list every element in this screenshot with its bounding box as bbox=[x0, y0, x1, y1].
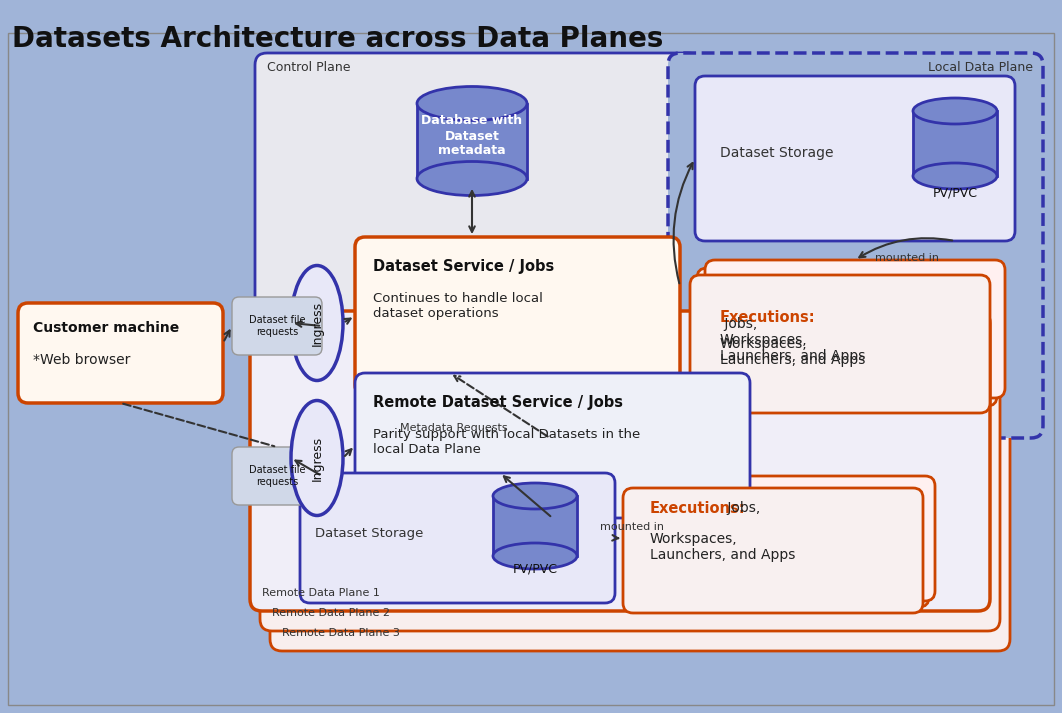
Text: Dataset Service / Jobs: Dataset Service / Jobs bbox=[373, 259, 554, 274]
FancyBboxPatch shape bbox=[493, 496, 577, 556]
FancyBboxPatch shape bbox=[299, 473, 615, 603]
Text: mounted in: mounted in bbox=[875, 253, 939, 263]
Text: Customer machine: Customer machine bbox=[33, 321, 179, 335]
Text: Parity support with local Datasets in the
local Data Plane: Parity support with local Datasets in th… bbox=[373, 428, 640, 456]
Text: Jobs,
Workspaces,
Launchers, and Apps: Jobs, Workspaces, Launchers, and Apps bbox=[720, 317, 866, 364]
FancyBboxPatch shape bbox=[417, 103, 527, 178]
Text: Database with
Dataset
metadata: Database with Dataset metadata bbox=[422, 115, 523, 158]
Ellipse shape bbox=[913, 163, 997, 189]
Text: mounted in: mounted in bbox=[600, 522, 664, 532]
Ellipse shape bbox=[417, 86, 527, 120]
Ellipse shape bbox=[291, 265, 343, 381]
FancyBboxPatch shape bbox=[355, 373, 750, 518]
FancyBboxPatch shape bbox=[232, 297, 322, 355]
Text: Control Plane: Control Plane bbox=[267, 61, 350, 74]
FancyBboxPatch shape bbox=[913, 111, 997, 176]
Text: Ingress: Ingress bbox=[310, 436, 324, 481]
Ellipse shape bbox=[417, 162, 527, 195]
FancyBboxPatch shape bbox=[629, 482, 929, 607]
Text: Local Data Plane: Local Data Plane bbox=[928, 61, 1033, 74]
Text: Jobs,: Jobs, bbox=[723, 501, 760, 515]
FancyBboxPatch shape bbox=[255, 53, 700, 438]
FancyBboxPatch shape bbox=[695, 76, 1015, 241]
Text: Ingress: Ingress bbox=[310, 300, 324, 346]
Text: *Web browser: *Web browser bbox=[33, 353, 131, 367]
FancyBboxPatch shape bbox=[668, 53, 1043, 438]
Text: Datasets Architecture across Data Planes: Datasets Architecture across Data Planes bbox=[12, 25, 664, 53]
Text: Executions:: Executions: bbox=[720, 309, 816, 324]
FancyBboxPatch shape bbox=[355, 237, 680, 395]
Text: Dataset file
requests: Dataset file requests bbox=[249, 315, 305, 337]
FancyBboxPatch shape bbox=[270, 351, 1010, 651]
FancyBboxPatch shape bbox=[690, 275, 990, 413]
Text: Remote Data Plane 3: Remote Data Plane 3 bbox=[282, 628, 400, 638]
Text: PV/PVC: PV/PVC bbox=[513, 563, 558, 576]
Text: Dataset file
requests: Dataset file requests bbox=[249, 465, 305, 487]
Text: Remote Data Plane 1: Remote Data Plane 1 bbox=[262, 588, 380, 598]
Text: Executions:: Executions: bbox=[650, 501, 746, 516]
Text: Continues to handle local
dataset operations: Continues to handle local dataset operat… bbox=[373, 292, 543, 320]
Text: Remote Data Plane 2: Remote Data Plane 2 bbox=[272, 608, 390, 618]
FancyBboxPatch shape bbox=[260, 331, 1000, 631]
Text: PV/PVC: PV/PVC bbox=[932, 187, 977, 200]
Text: Dataset Storage: Dataset Storage bbox=[720, 146, 834, 160]
FancyBboxPatch shape bbox=[635, 476, 935, 601]
Text: Metadata Requests: Metadata Requests bbox=[400, 423, 508, 433]
FancyBboxPatch shape bbox=[8, 33, 1054, 705]
Text: Dataset Storage: Dataset Storage bbox=[315, 526, 424, 540]
Ellipse shape bbox=[913, 98, 997, 124]
FancyBboxPatch shape bbox=[250, 311, 990, 611]
FancyBboxPatch shape bbox=[705, 260, 1005, 398]
Text: Workspaces,
Launchers, and Apps: Workspaces, Launchers, and Apps bbox=[650, 532, 795, 562]
Ellipse shape bbox=[291, 401, 343, 515]
Ellipse shape bbox=[493, 543, 577, 569]
Ellipse shape bbox=[493, 483, 577, 509]
FancyBboxPatch shape bbox=[232, 447, 322, 505]
FancyBboxPatch shape bbox=[697, 268, 997, 406]
Text: Workspaces,
Launchers, and Apps: Workspaces, Launchers, and Apps bbox=[720, 337, 866, 367]
Text: Remote Dataset Service / Jobs: Remote Dataset Service / Jobs bbox=[373, 395, 623, 410]
FancyBboxPatch shape bbox=[18, 303, 223, 403]
FancyBboxPatch shape bbox=[623, 488, 923, 613]
